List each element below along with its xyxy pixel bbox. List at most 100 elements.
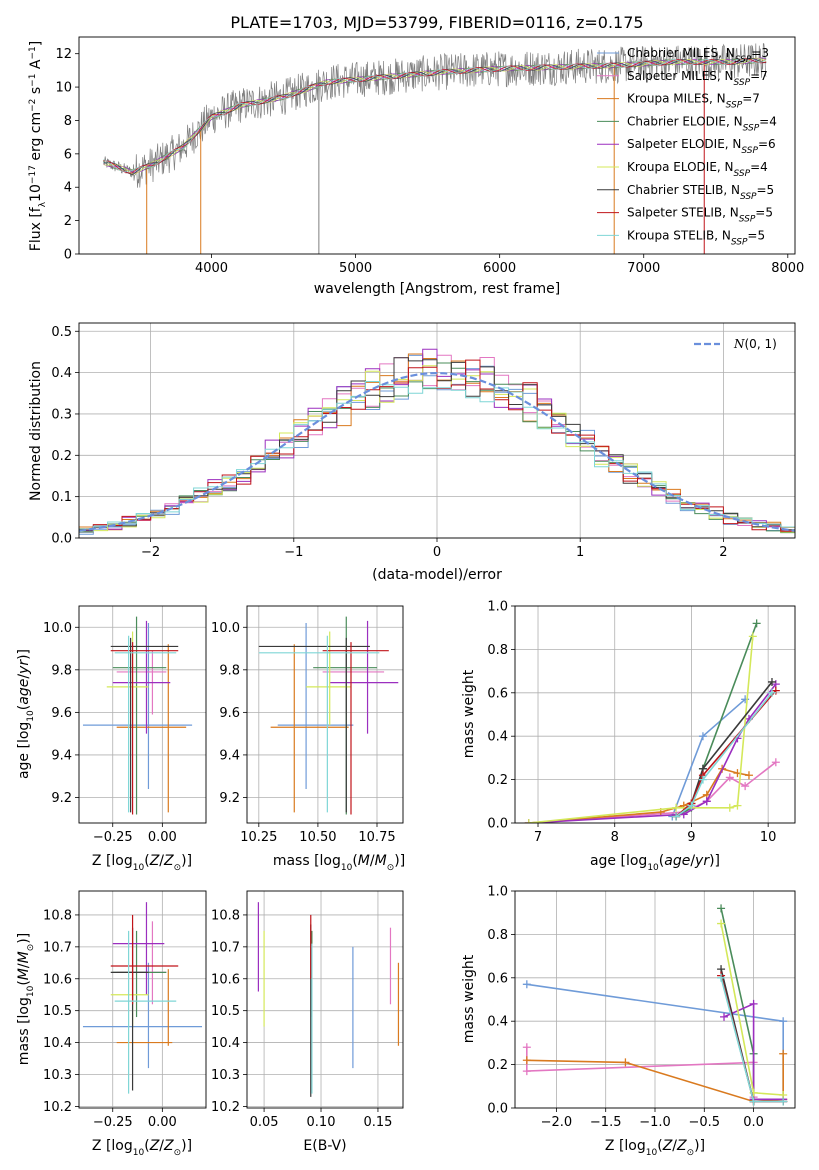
x-axis-label: E(B-V) xyxy=(303,1138,346,1154)
y-axis-label: mass weight xyxy=(461,954,477,1043)
y-tick-label: 10.5 xyxy=(211,1004,240,1019)
weight-marker-salpeter_elodie xyxy=(749,999,758,1008)
legend-count: =7 xyxy=(750,69,768,83)
axes-frame xyxy=(78,605,207,824)
y-tick-label: 10.2 xyxy=(211,1100,240,1115)
legend-text: Chabrier MILES, N xyxy=(627,46,735,60)
axes-frame xyxy=(246,890,404,1109)
x-tick-label: 8000 xyxy=(771,261,804,276)
legend-count: =3 xyxy=(751,46,769,60)
normal-curve xyxy=(79,371,795,532)
weight-line-salpeter_miles xyxy=(528,761,777,823)
x-tick-label: −0.25 xyxy=(93,830,133,845)
label-part: 10 xyxy=(647,863,659,873)
label-part: A xyxy=(28,59,44,73)
y-tick-label: 0.2 xyxy=(487,773,508,788)
weight-marker-chabrier_elodie xyxy=(717,904,726,913)
x-tick-label: −1 xyxy=(284,545,303,560)
label-part: s xyxy=(28,87,44,99)
weight-marker-chabrier_miles xyxy=(522,980,531,989)
plot-area-age_vs_mass xyxy=(258,616,399,815)
x-tick-label: 10.25 xyxy=(240,830,277,845)
weight-marker-kroupa_stelib xyxy=(717,973,726,982)
weight-marker-kroupa_stelib xyxy=(687,801,696,810)
label-part: )] xyxy=(694,1138,705,1154)
x-tick-label: 0.00 xyxy=(148,830,177,845)
weight-marker-kroupa_elodie xyxy=(717,919,726,928)
label-part: M xyxy=(375,853,387,869)
model-line-chabrier_stelib xyxy=(103,58,767,175)
legend-sub: SSP xyxy=(726,101,743,111)
legend-label-kroupa_miles: Kroupa MILES, NSSP=7 xyxy=(627,92,760,111)
weight-marker-kroupa_miles xyxy=(522,1056,531,1065)
x-tick-label: 0 xyxy=(433,545,441,560)
model-line-kroupa_stelib xyxy=(103,58,767,172)
legend-sub: SSP xyxy=(734,169,751,179)
label-part: −17 xyxy=(28,165,38,184)
panel-residuals: −2 −1 0 1 2 0.0 0.1 0.2 0.3 0.4 0.5 N(0, 1) (data-mo… xyxy=(28,322,796,583)
y-tick-label: 9.4 xyxy=(219,748,240,763)
y-tick-label: 0.4 xyxy=(487,1015,508,1030)
label-part: ( xyxy=(144,1138,149,1154)
label-part: )] xyxy=(394,853,405,869)
histogram-kroupa_stelib xyxy=(79,381,795,533)
label-part: mass [log xyxy=(273,853,341,869)
x-tick-label: 0.0 xyxy=(743,1115,764,1130)
weight-marker-salpeter_miles xyxy=(741,782,750,791)
legend-label-kroupa_stelib: Kroupa STELIB, NSSP=5 xyxy=(627,228,765,247)
label-part: / xyxy=(690,853,695,869)
y-tick-label: 0.2 xyxy=(51,449,72,464)
plot-area-age_vs_Z xyxy=(82,616,193,815)
x-tick-label: −1.5 xyxy=(590,1115,622,1130)
legend-count: =7 xyxy=(742,92,760,106)
y-tick-label: 6 xyxy=(64,147,72,162)
plot-area-mass_vs_ebv xyxy=(257,902,400,1097)
y-axis-label: mass weight xyxy=(461,669,477,758)
label-part: Z xyxy=(163,853,174,869)
x-axis-label: Z [log10(Z/Z⊙)] xyxy=(605,1138,705,1158)
x-tick-label: 2 xyxy=(719,545,727,560)
y-tick-label: 0.0 xyxy=(487,817,508,832)
y-tick-label: 8 xyxy=(64,114,72,129)
label-part: Z xyxy=(149,853,160,869)
spectrum-legend: Chabrier MILES, N SSP =3 Salpeter MILES, NS… xyxy=(597,46,777,247)
weight-marker-salpeter_miles xyxy=(725,773,734,782)
label-part: ⊙ xyxy=(387,863,395,873)
label-part: age xyxy=(16,679,32,705)
y-tick-label: 12 xyxy=(55,47,72,62)
y-tick-label: 10.3 xyxy=(43,1068,72,1083)
legend-label-salpeter_miles: Salpeter MILES, NSSP=7 xyxy=(627,69,768,88)
x-tick-label: 0.10 xyxy=(307,1115,336,1130)
weight-marker-kroupa_elodie xyxy=(748,632,757,641)
legend-label-chabrier_elodie: Chabrier ELODIE, NSSP=4 xyxy=(627,114,777,133)
weight-marker-kroupa_elodie xyxy=(672,803,681,812)
label-part: ⊙ xyxy=(687,1148,695,1158)
weight-marker-kroupa_elodie xyxy=(725,803,734,812)
x-tick-label: 0.05 xyxy=(250,1115,279,1130)
histogram-salpeter_stelib xyxy=(79,359,795,533)
legend-count: =4 xyxy=(759,114,777,128)
label-part: Z xyxy=(163,1138,174,1154)
y-tick-label: 0.2 xyxy=(487,1058,508,1073)
y-tick-label: 10 xyxy=(55,81,72,96)
y-tick-label: 2 xyxy=(64,214,72,229)
x-tick-label: 6000 xyxy=(483,261,516,276)
label-part: ] xyxy=(28,41,44,46)
x-tick-label: 7 xyxy=(534,830,542,845)
y-tick-label: 0.0 xyxy=(51,532,72,547)
y-axis-label: mass [log10(M/M⊙)] xyxy=(16,933,36,1065)
label-part: / xyxy=(159,1138,164,1154)
y-tick-label: 9.6 xyxy=(219,706,240,721)
legend-count: =6 xyxy=(758,137,776,151)
y-tick-label: 10.3 xyxy=(211,1068,240,1083)
x-tick-label: 10.75 xyxy=(358,830,395,845)
legend-count: =5 xyxy=(747,228,765,242)
legend-text: Chabrier STELIB, N xyxy=(627,183,740,197)
panel-mass_vs_ebv: 0.05 0.10 0.15 10.2 10.3 10.4 10.5 10.6 10.7 10.8… xyxy=(211,890,404,1154)
x-tick-label: −2 xyxy=(141,545,160,560)
label-part: Z [log xyxy=(605,1138,646,1154)
figure-title: PLATE=1703, MJD=53799, FIBERID=0116, z=0… xyxy=(230,13,643,32)
legend-sub: SSP xyxy=(741,146,758,156)
weight-marker-kroupa_miles xyxy=(744,771,753,780)
axes-frame xyxy=(78,322,796,539)
